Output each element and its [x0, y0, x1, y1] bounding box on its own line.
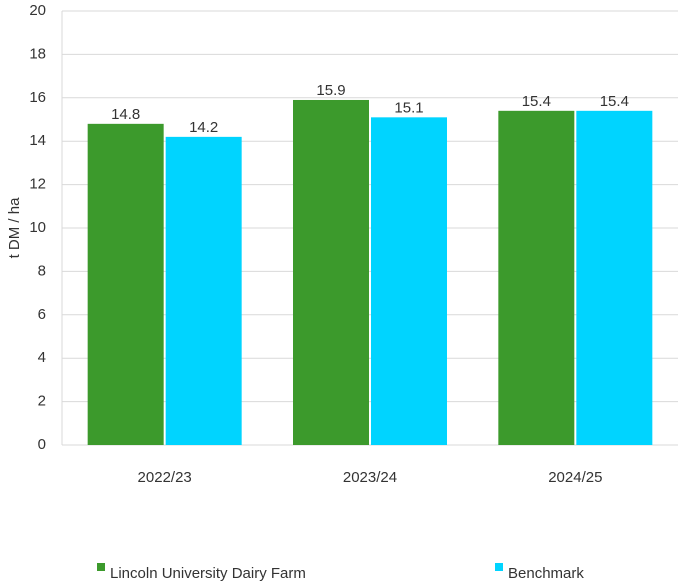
value-label: 15.4 [522, 93, 551, 110]
value-label: 14.2 [189, 119, 218, 136]
bar [293, 99, 369, 445]
bar [498, 110, 575, 445]
y-tick-label: 8 [38, 262, 46, 279]
legend-swatch [495, 563, 503, 571]
y-tick-label: 4 [38, 349, 46, 366]
y-tick-label: 16 [29, 89, 46, 106]
y-tick-label: 0 [38, 436, 46, 453]
y-tick-label: 6 [38, 306, 46, 323]
bar [87, 123, 164, 445]
bar [576, 110, 653, 445]
y-tick-label: 14 [29, 132, 46, 149]
legend-swatch [97, 563, 105, 571]
value-label: 15.9 [316, 82, 345, 99]
y-axis-label: t DM / ha [6, 197, 23, 259]
y-tick-label: 18 [29, 45, 46, 62]
y-tick-label: 2 [38, 393, 46, 410]
x-tick-label: 2024/25 [548, 469, 602, 486]
bar [371, 117, 447, 445]
x-tick-label: 2022/23 [138, 469, 192, 486]
legend-label: Benchmark [508, 565, 584, 582]
value-label: 15.1 [394, 99, 423, 116]
legend-label: Lincoln University Dairy Farm [110, 565, 306, 582]
value-label: 14.8 [111, 106, 140, 123]
y-tick-label: 12 [29, 176, 46, 193]
value-label: 15.4 [600, 93, 629, 110]
x-tick-label: 2023/24 [343, 469, 397, 486]
y-tick-label: 10 [29, 219, 46, 236]
bar [165, 136, 242, 446]
y-tick-label: 20 [29, 2, 46, 19]
